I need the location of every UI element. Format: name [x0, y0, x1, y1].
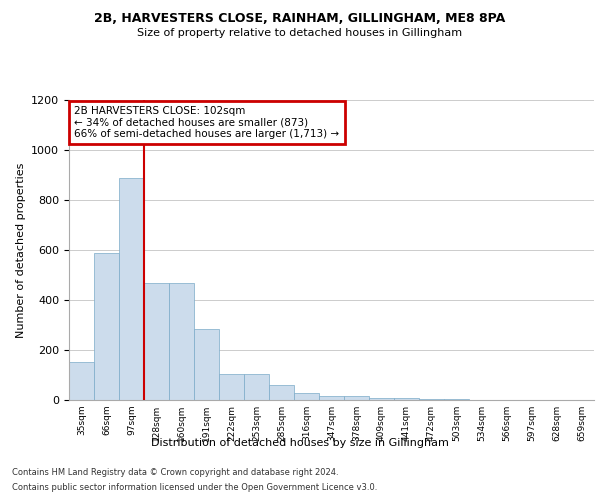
Bar: [219, 374, 244, 400]
Bar: [169, 282, 194, 400]
Bar: [369, 398, 394, 400]
Bar: [394, 398, 419, 400]
Text: Distribution of detached houses by size in Gillingham: Distribution of detached houses by size …: [151, 438, 449, 448]
Text: 2B, HARVESTERS CLOSE, RAINHAM, GILLINGHAM, ME8 8PA: 2B, HARVESTERS CLOSE, RAINHAM, GILLINGHA…: [94, 12, 506, 26]
Bar: [344, 396, 369, 400]
Text: Contains public sector information licensed under the Open Government Licence v3: Contains public sector information licen…: [12, 483, 377, 492]
Bar: [244, 374, 269, 400]
Text: 2B HARVESTERS CLOSE: 102sqm
← 34% of detached houses are smaller (873)
66% of se: 2B HARVESTERS CLOSE: 102sqm ← 34% of det…: [74, 106, 340, 139]
Bar: [444, 399, 469, 400]
Bar: [419, 399, 444, 400]
Bar: [119, 178, 144, 400]
Bar: [319, 396, 344, 400]
Bar: [294, 393, 319, 400]
Bar: [144, 282, 169, 400]
Y-axis label: Number of detached properties: Number of detached properties: [16, 162, 26, 338]
Bar: [194, 329, 219, 400]
Bar: [269, 384, 294, 400]
Bar: [94, 252, 119, 400]
Text: Size of property relative to detached houses in Gillingham: Size of property relative to detached ho…: [137, 28, 463, 38]
Bar: [69, 362, 94, 400]
Text: Contains HM Land Registry data © Crown copyright and database right 2024.: Contains HM Land Registry data © Crown c…: [12, 468, 338, 477]
